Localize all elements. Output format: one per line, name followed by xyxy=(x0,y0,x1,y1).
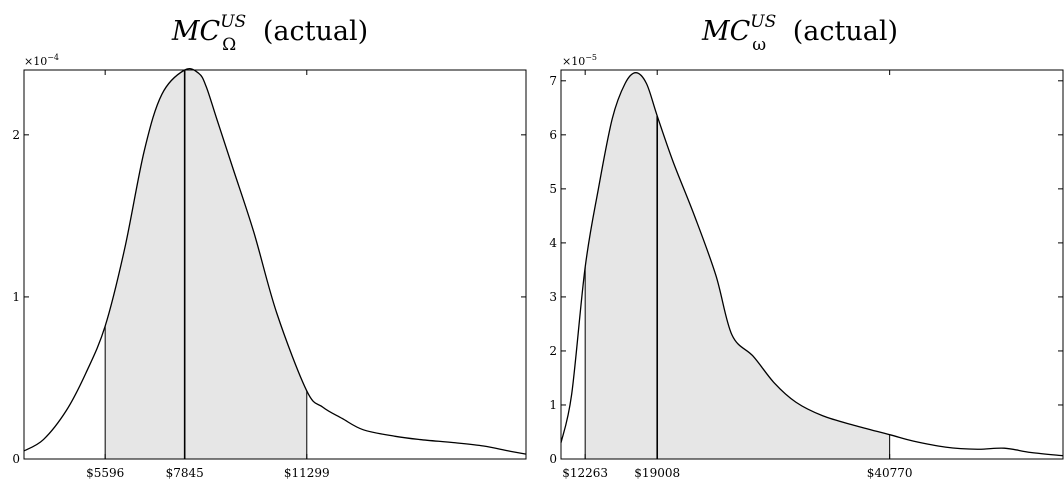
y-tick-label: 0 xyxy=(12,452,20,466)
density-curve xyxy=(23,67,527,455)
y-tick-label: 4 xyxy=(549,236,557,250)
y-tick-label: 2 xyxy=(12,128,20,142)
y-tick-label: 1 xyxy=(549,398,557,412)
plot-area: 0 1 2 3 4 5 6 7 $12263 $19008 $40770 xyxy=(549,69,1064,480)
y-tick-label: 7 xyxy=(549,74,557,88)
y-exponent-label: ×10−5 xyxy=(562,53,597,68)
x-tick-label: $11299 xyxy=(284,466,330,480)
title-suffix: (actual) xyxy=(784,16,898,47)
title-superscript: US xyxy=(220,12,246,32)
title-suffix: (actual) xyxy=(254,16,368,47)
y-exponent-label: ×10−4 xyxy=(24,53,59,68)
shaded-interval xyxy=(585,72,890,459)
chart-title: MCUS Ω (actual) xyxy=(171,12,368,55)
x-tick-label: $12263 xyxy=(562,466,608,480)
y-tick-label: 3 xyxy=(549,290,557,304)
y-tick-label: 1 xyxy=(12,290,20,304)
title-subscript: Ω xyxy=(222,35,236,55)
axes-frame xyxy=(23,69,527,460)
y-tick-label: 6 xyxy=(549,128,557,142)
density-curve xyxy=(560,72,1064,457)
shaded-interval xyxy=(105,68,307,459)
x-tick-label: $19008 xyxy=(634,466,680,480)
x-tick-label: $5596 xyxy=(86,466,124,480)
axes-frame xyxy=(560,69,1064,460)
plot-area: 0 1 2 $5596 $7845 $11299 xyxy=(12,67,527,480)
title-superscript: US xyxy=(750,12,776,32)
chart-omega-lower: MCUS ω (actual) ×10−5 0 1 2 3 4 5 6 7 $12263 $1900… xyxy=(549,12,1064,480)
title-base: MC xyxy=(701,16,751,47)
y-tick-label: 5 xyxy=(549,182,557,196)
y-tick-label: 2 xyxy=(549,344,557,358)
y-tick-label: 0 xyxy=(549,452,557,466)
chart-title: MCUS ω (actual) xyxy=(701,12,898,55)
x-tick-label: $7845 xyxy=(166,466,204,480)
title-base: MC xyxy=(171,16,221,47)
x-tick-label: $40770 xyxy=(867,466,913,480)
title-subscript: ω xyxy=(752,35,766,55)
chart-omega-upper: MCUS Ω (actual) ×10−4 0 1 2 $5596 $7845 $11299 xyxy=(12,12,527,480)
